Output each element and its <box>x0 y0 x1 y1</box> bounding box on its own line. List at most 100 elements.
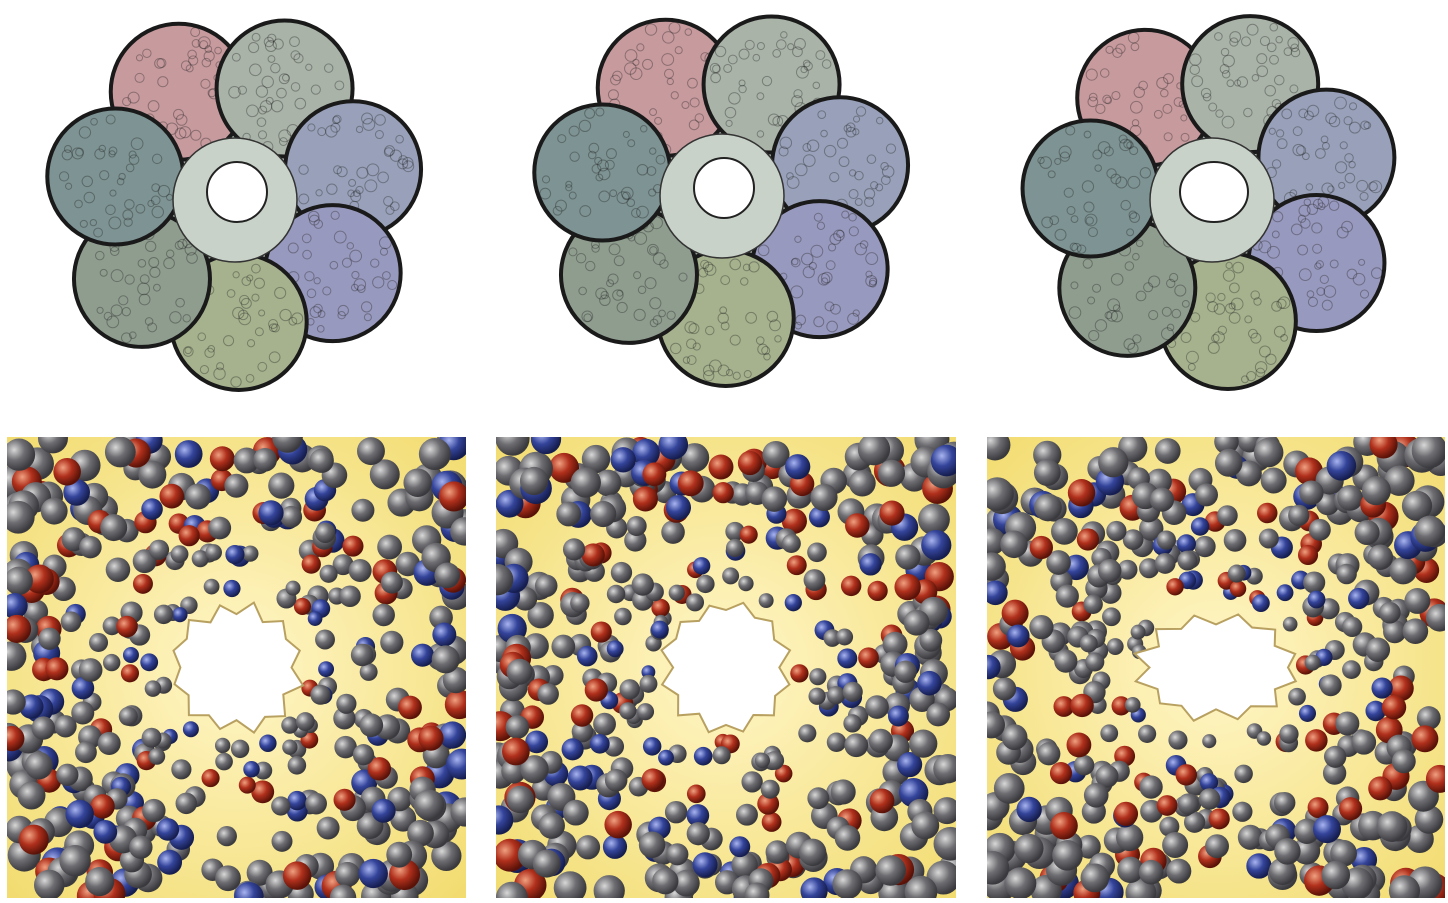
atom-texture <box>108 216 122 230</box>
atom-texture <box>1234 79 1242 87</box>
atom <box>1379 601 1401 624</box>
atom-texture <box>95 250 105 261</box>
atom <box>738 575 754 592</box>
atom <box>233 447 260 474</box>
atom-texture <box>1063 187 1074 198</box>
atom <box>1102 607 1121 627</box>
atom-texture <box>1171 308 1182 319</box>
atom-texture <box>251 293 260 302</box>
atom <box>1384 465 1415 496</box>
atom <box>758 593 774 609</box>
atom <box>1319 674 1342 697</box>
atom-texture <box>616 301 628 314</box>
atom-texture <box>738 84 747 94</box>
atom <box>1156 530 1176 550</box>
atom-texture <box>1271 230 1280 239</box>
atom-texture <box>654 116 663 125</box>
atom-texture <box>90 117 98 126</box>
atom <box>785 454 811 480</box>
atom <box>287 790 307 811</box>
atom-texture <box>125 163 135 173</box>
atom-texture <box>99 170 110 181</box>
atom <box>359 662 378 681</box>
atom <box>1401 490 1433 521</box>
atom-texture <box>1312 243 1323 254</box>
atom-texture <box>689 97 700 108</box>
atom-texture <box>1301 152 1310 161</box>
atom-texture <box>1315 260 1324 269</box>
atom-texture <box>134 72 145 83</box>
atom <box>215 865 241 892</box>
atom-texture <box>1259 35 1271 47</box>
atom <box>75 741 97 764</box>
atom <box>318 661 335 678</box>
atom <box>390 805 417 832</box>
atom-texture <box>1321 299 1333 311</box>
atom-texture <box>165 249 175 258</box>
atom <box>606 640 624 658</box>
atom-texture <box>1126 141 1134 149</box>
atom <box>122 646 139 664</box>
atom-texture <box>1229 31 1242 43</box>
atom-texture <box>848 189 859 200</box>
atom <box>31 716 56 740</box>
atom-texture <box>608 243 621 256</box>
atom-texture <box>1085 68 1098 81</box>
atom-texture <box>1359 289 1370 299</box>
atom <box>712 746 731 765</box>
atom <box>1139 516 1164 541</box>
atom-texture <box>1339 141 1348 150</box>
atom-texture <box>1265 353 1277 365</box>
atom <box>1079 634 1098 653</box>
atom <box>774 764 793 783</box>
atom-texture <box>350 191 362 203</box>
atom-texture <box>629 67 643 81</box>
atom <box>530 437 562 455</box>
atom-texture <box>587 150 597 160</box>
atom-texture <box>1298 268 1312 281</box>
atom-texture <box>182 314 191 323</box>
atom <box>642 737 662 756</box>
atom-texture <box>670 91 679 100</box>
atom-texture <box>1359 191 1369 201</box>
atom-texture <box>636 43 645 52</box>
atom-texture <box>724 106 737 119</box>
atom-texture <box>662 31 675 44</box>
atom <box>686 804 710 827</box>
atom-texture <box>332 115 341 125</box>
atom-texture <box>1328 115 1341 128</box>
atom <box>215 752 233 771</box>
atom-texture <box>149 266 161 278</box>
atom <box>1312 815 1341 844</box>
atom <box>696 574 715 594</box>
atom <box>1305 729 1328 752</box>
atom <box>97 731 121 755</box>
atom <box>919 628 943 652</box>
atom-texture <box>1307 296 1319 307</box>
atom-texture <box>591 163 602 174</box>
atom-texture <box>278 137 288 146</box>
atom-texture <box>1115 176 1128 189</box>
atom <box>739 525 758 544</box>
atom <box>1055 584 1079 608</box>
atom-texture <box>575 253 587 264</box>
atom <box>1198 788 1221 810</box>
atom <box>141 727 162 748</box>
atom <box>686 593 705 612</box>
atom <box>104 437 136 468</box>
atom <box>225 544 245 565</box>
atom-texture <box>1369 180 1383 194</box>
atom-texture <box>390 201 400 211</box>
atom <box>316 816 340 840</box>
atom-texture <box>1135 239 1144 248</box>
atom-texture <box>703 364 715 377</box>
atom <box>172 607 188 623</box>
atom-texture <box>578 119 592 133</box>
atom <box>1113 801 1139 826</box>
atom <box>24 751 53 780</box>
atom-texture <box>705 325 715 336</box>
atom <box>1053 696 1075 717</box>
atom-texture <box>595 287 608 300</box>
atom-texture <box>301 233 312 244</box>
atom <box>1076 834 1101 859</box>
